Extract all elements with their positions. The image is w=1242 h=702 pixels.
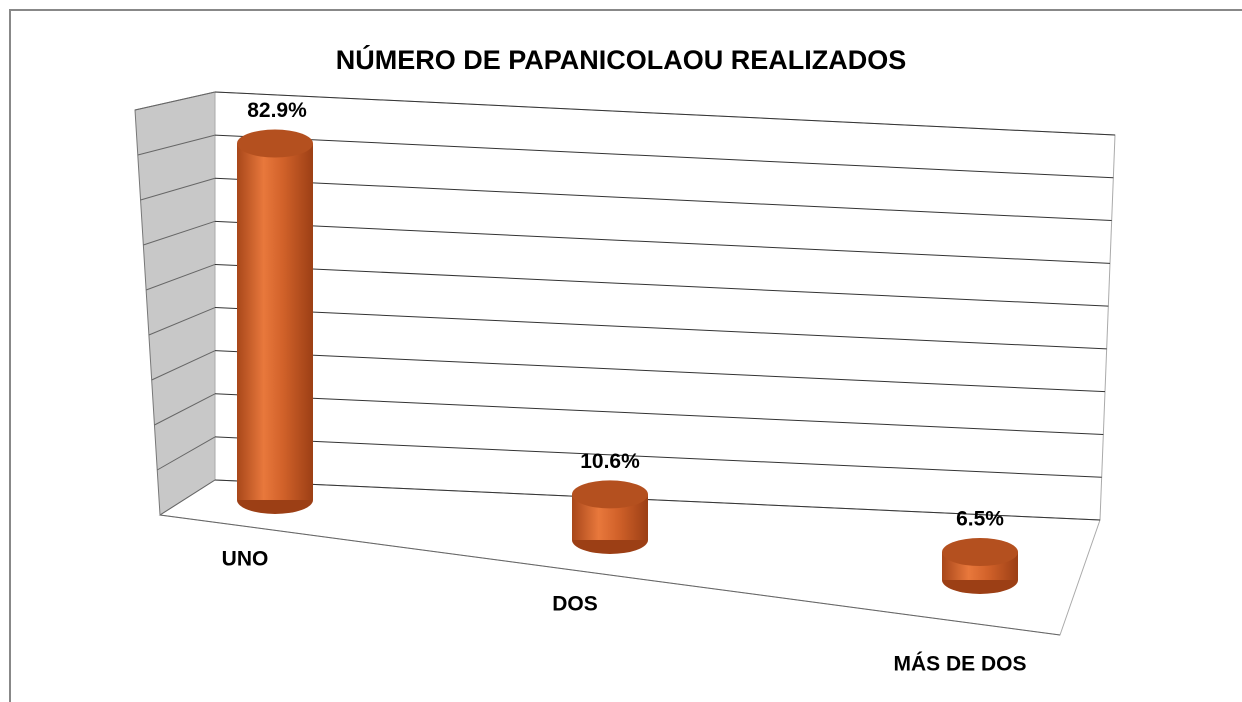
side-grid-line [145, 263, 216, 291]
grid-line [214, 91, 1116, 136]
bar-top [572, 480, 648, 509]
x-tick-label: DOS [552, 593, 598, 616]
bar-top [237, 129, 313, 158]
bar [237, 143, 313, 500]
side-grid-line [154, 393, 216, 426]
grid-line [214, 177, 1112, 222]
chart-title: NÚMERO DE PAPANICOLAOU REALIZADOS [336, 44, 907, 75]
grid-line [214, 307, 1107, 350]
x-tick-label: MÁS DE DOS [893, 653, 1026, 676]
data-label: 82.9% [247, 99, 307, 122]
bar-top [942, 538, 1018, 567]
grid-line [214, 134, 1114, 179]
grid-line [214, 220, 1111, 264]
data-label: 10.6% [580, 450, 640, 473]
side-grid-line [140, 177, 216, 201]
data-label: 6.5% [956, 508, 1004, 531]
grid-line [214, 393, 1104, 435]
x-axis [159, 514, 1061, 636]
side-wall [134, 91, 216, 516]
grid-line [214, 479, 1101, 521]
side-grid-line [137, 134, 216, 156]
side-grid-line [148, 307, 216, 336]
grid-line [214, 350, 1106, 393]
side-grid-line [151, 350, 216, 381]
side-grid-line [156, 436, 216, 471]
side-grid-line [143, 220, 216, 246]
x-tick-label: UNO [222, 548, 269, 571]
grid-line [214, 263, 1109, 307]
side-grid-line [134, 91, 216, 111]
side-grid-line [159, 479, 216, 516]
grid-line [214, 436, 1102, 478]
frame [9, 9, 1242, 702]
